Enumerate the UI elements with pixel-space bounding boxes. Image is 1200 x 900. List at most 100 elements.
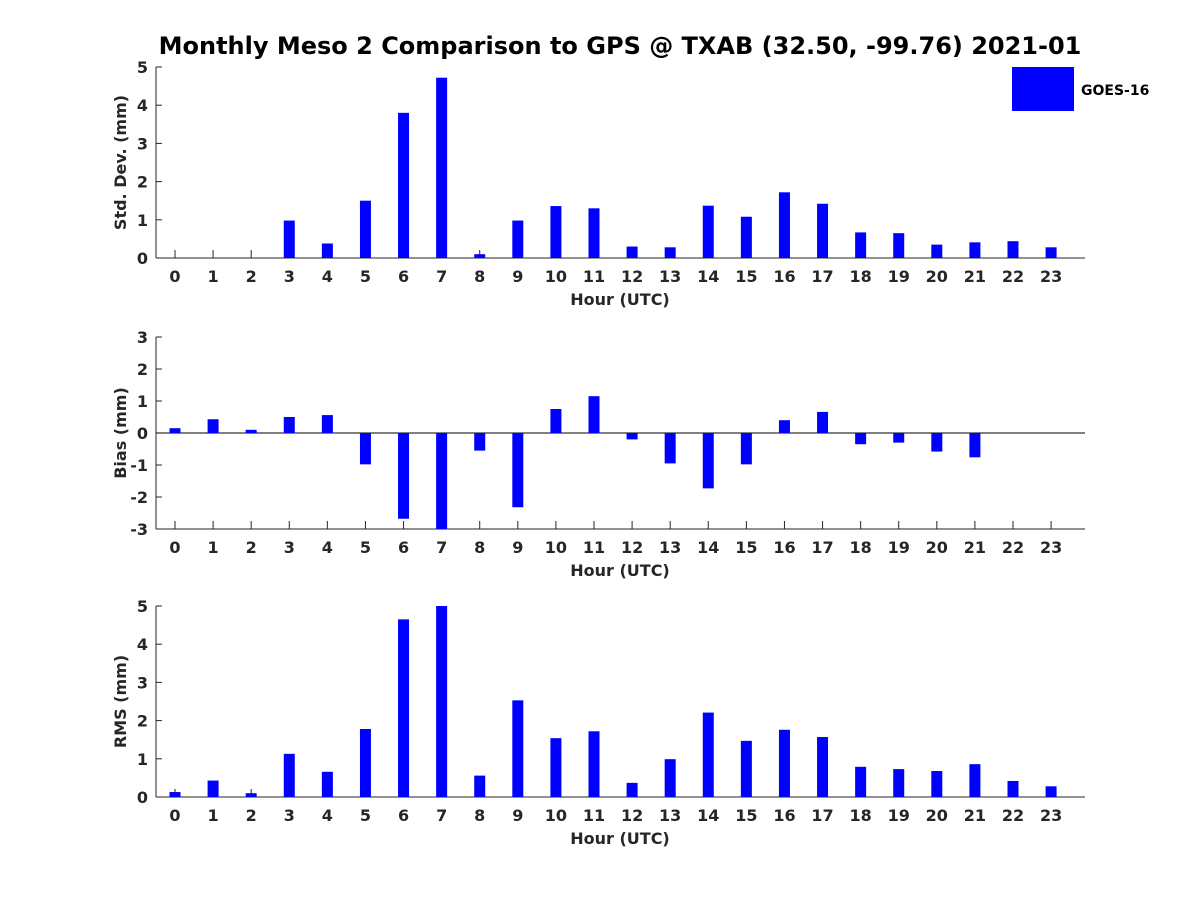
bar-hour-18 (855, 766, 867, 797)
x-tick-label: 5 (360, 806, 371, 825)
x-tick-label: 14 (697, 538, 719, 557)
x-tick-label: 7 (436, 806, 447, 825)
x-tick-label: 17 (811, 267, 833, 286)
legend: GOES-16 (1012, 67, 1149, 111)
x-tick-label: 15 (735, 538, 757, 557)
bar-hour-13 (664, 759, 676, 797)
bar-hour-20 (931, 433, 943, 452)
x-tick-label: 15 (735, 267, 757, 286)
bar-hour-14 (702, 712, 714, 797)
bar-hour-0 (169, 428, 181, 433)
x-tick-label: 8 (474, 267, 485, 286)
bar-hour-19 (893, 233, 905, 258)
y-tick-label: 2 (137, 173, 148, 192)
bar-hour-10 (550, 409, 562, 433)
bar-hour-6 (398, 112, 410, 258)
x-tick-label: 3 (284, 538, 295, 557)
bar-hour-5 (359, 200, 371, 258)
bar-hour-15 (740, 216, 752, 258)
bar-hour-9 (512, 433, 524, 508)
x-tick-label: 2 (246, 538, 257, 557)
y-tick-label: 1 (137, 211, 148, 230)
y-tick-label: 4 (137, 96, 148, 115)
bar-hour-22 (1007, 241, 1019, 258)
bar-hour-4 (321, 771, 333, 797)
x-tick-label: 5 (360, 267, 371, 286)
bar-hour-17 (817, 203, 829, 258)
y-tick-label: 2 (137, 360, 148, 379)
x-tick-label: 16 (773, 267, 795, 286)
bar-hour-4 (321, 415, 333, 433)
x-tick-label: 18 (850, 267, 872, 286)
bar-hour-8 (474, 433, 486, 451)
bar-hour-7 (436, 433, 448, 529)
bar-hour-13 (664, 247, 676, 258)
bar-hour-13 (664, 433, 676, 464)
x-tick-label: 22 (1002, 806, 1024, 825)
x-tick-label: 22 (1002, 267, 1024, 286)
x-axis-label: Hour (UTC) (570, 290, 670, 309)
x-tick-label: 21 (964, 538, 986, 557)
x-tick-label: 2 (246, 806, 257, 825)
bar-hour-21 (969, 433, 981, 458)
bar-hour-20 (931, 771, 943, 797)
x-tick-label: 17 (811, 806, 833, 825)
x-tick-label: 8 (474, 538, 485, 557)
x-tick-label: 16 (773, 806, 795, 825)
x-tick-label: 6 (398, 806, 409, 825)
y-tick-label: 1 (137, 750, 148, 769)
x-tick-label: 18 (850, 806, 872, 825)
bar-hour-14 (702, 433, 714, 489)
y-tick-label: -3 (130, 520, 148, 539)
bar-hour-1 (207, 419, 219, 433)
x-tick-label: 11 (583, 538, 605, 557)
x-tick-label: 2 (246, 267, 257, 286)
x-tick-label: 11 (583, 267, 605, 286)
x-tick-label: 16 (773, 538, 795, 557)
x-tick-label: 13 (659, 267, 681, 286)
y-tick-label: 5 (137, 58, 148, 77)
bar-hour-17 (817, 411, 829, 433)
x-tick-label: 17 (811, 538, 833, 557)
y-tick-label: 3 (137, 328, 148, 347)
bar-hour-23 (1045, 786, 1057, 797)
x-tick-label: 6 (398, 267, 409, 286)
x-tick-label: 19 (888, 538, 910, 557)
bar-hour-17 (817, 737, 829, 797)
bar-hour-9 (512, 700, 524, 797)
bar-hour-9 (512, 220, 524, 258)
bar-hour-10 (550, 738, 562, 797)
x-tick-label: 15 (735, 806, 757, 825)
x-tick-label: 3 (284, 806, 295, 825)
x-tick-label: 19 (888, 806, 910, 825)
x-tick-label: 4 (322, 538, 333, 557)
x-tick-label: 9 (512, 538, 523, 557)
x-tick-label: 4 (322, 806, 333, 825)
bar-hour-3 (283, 220, 295, 258)
bar-hour-1 (207, 780, 219, 797)
x-tick-label: 0 (169, 806, 180, 825)
bar-hour-15 (740, 433, 752, 465)
bar-hour-8 (474, 254, 486, 258)
x-tick-label: 21 (964, 267, 986, 286)
x-tick-label: 8 (474, 806, 485, 825)
bar-hour-22 (1007, 780, 1019, 797)
y-axis-label: Bias (mm) (111, 387, 130, 479)
x-tick-label: 13 (659, 538, 681, 557)
y-tick-label: 4 (137, 635, 148, 654)
bar-hour-23 (1045, 247, 1057, 258)
legend-label: GOES-16 (1081, 83, 1149, 99)
x-tick-label: 7 (436, 267, 447, 286)
y-tick-label: 2 (137, 712, 148, 731)
x-tick-label: 22 (1002, 538, 1024, 557)
x-tick-label: 13 (659, 806, 681, 825)
x-tick-label: 12 (621, 267, 643, 286)
y-axis-label: RMS (mm) (111, 655, 130, 748)
bar-hour-15 (740, 740, 752, 797)
bar-hour-10 (550, 206, 562, 258)
bar-hour-3 (283, 753, 295, 797)
y-tick-label: -2 (130, 488, 148, 507)
